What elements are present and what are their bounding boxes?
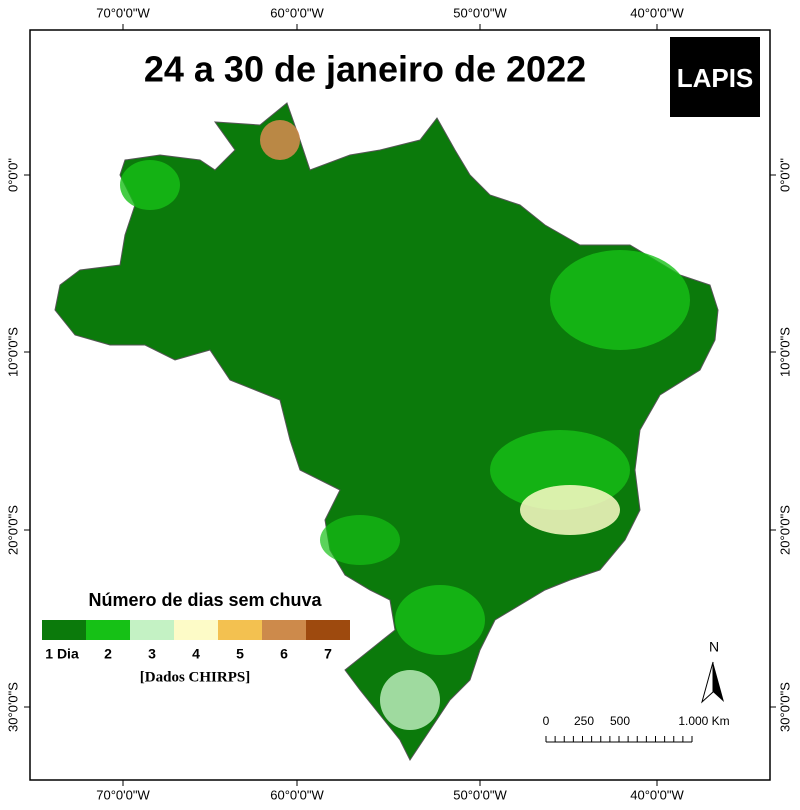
legend-swatch <box>42 620 86 640</box>
legend-swatch <box>174 620 218 640</box>
legend-swatch <box>130 620 174 640</box>
title: 24 a 30 de janeiro de 2022 <box>144 49 586 90</box>
scale-label: 0 <box>543 714 550 728</box>
rain-patches <box>120 120 690 730</box>
north-label: N <box>709 639 719 655</box>
scale-label: 250 <box>574 714 594 728</box>
latitude-label: 20°0'0"S <box>5 505 20 555</box>
patch <box>320 515 400 565</box>
scale-label: 500 <box>610 714 630 728</box>
latitude-label: 10°0'0"S <box>777 327 792 377</box>
latitude-label: 20°0'0"S <box>777 505 792 555</box>
patch <box>395 585 485 655</box>
patch <box>550 250 690 350</box>
latitude-label: 0°0'0" <box>777 158 792 192</box>
latitude-label: 30°0'0"S <box>777 682 792 732</box>
north-arrow <box>713 662 724 702</box>
longitude-label: 50°0'0"W <box>453 787 507 802</box>
legend-label: 4 <box>192 646 200 662</box>
latitude-label: 30°0'0"S <box>5 682 20 732</box>
logo: LAPIS <box>677 63 754 93</box>
legend-swatch <box>306 620 350 640</box>
longitude-label: 40°0'0"W <box>630 787 684 802</box>
legend-label: 6 <box>280 646 288 662</box>
legend-label: 5 <box>236 646 244 662</box>
patch <box>120 160 180 210</box>
legend-label: 1 Dia <box>45 646 79 662</box>
latitude-label: 10°0'0"S <box>5 327 20 377</box>
legend-swatch <box>262 620 306 640</box>
legend-label: 2 <box>104 646 112 662</box>
logo-box <box>670 37 760 117</box>
patch <box>520 485 620 535</box>
longitude-label: 60°0'0"W <box>270 5 324 20</box>
longitude-label: 40°0'0"W <box>630 5 684 20</box>
longitude-label: 50°0'0"W <box>453 5 507 20</box>
scale-label: 1.000 Km <box>678 714 729 728</box>
legend-swatch <box>86 620 130 640</box>
legend-swatch <box>218 620 262 640</box>
legend-source: [Dados CHIRPS] <box>140 669 250 685</box>
legend-title: Número de dias sem chuva <box>88 590 322 610</box>
patch <box>260 120 300 160</box>
longitude-label: 60°0'0"W <box>270 787 324 802</box>
legend-label: 7 <box>324 646 332 662</box>
longitude-label: 70°0'0"W <box>96 787 150 802</box>
longitude-label: 70°0'0"W <box>96 5 150 20</box>
latitude-label: 0°0'0" <box>5 158 20 192</box>
legend-label: 3 <box>148 646 156 662</box>
patch <box>380 670 440 730</box>
brazil-shape <box>54 102 719 761</box>
